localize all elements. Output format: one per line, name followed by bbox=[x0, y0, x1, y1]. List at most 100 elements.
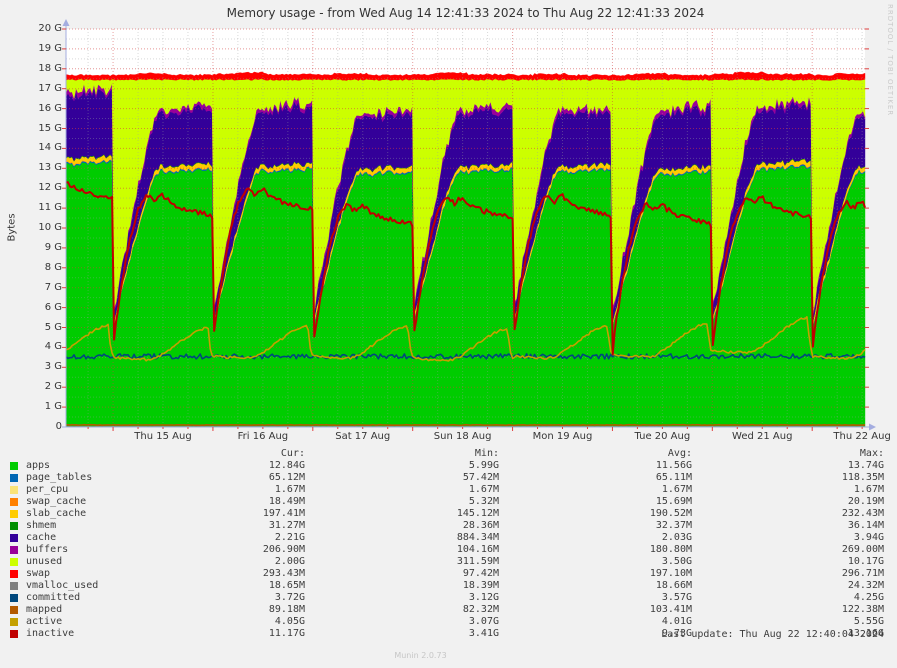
legend-max-mapped: 122.38M bbox=[841, 604, 884, 615]
legend-min-mapped: 82.32M bbox=[462, 604, 499, 615]
y-tick-label: 17 G bbox=[38, 82, 62, 94]
legend-max-unused: 10.17G bbox=[847, 556, 884, 567]
legend-cur-unused: 2.00G bbox=[274, 556, 305, 567]
legend-avg-swap: 197.10M bbox=[649, 568, 692, 579]
y-tick-label: 11 G bbox=[38, 202, 62, 214]
legend-min-swap: 97.42M bbox=[462, 568, 499, 579]
legend-avg-inactive: 9.73G bbox=[661, 628, 692, 639]
y-tick-label: 6 G bbox=[44, 301, 62, 313]
legend-cur-per_cpu: 1.67M bbox=[274, 484, 305, 495]
legend-avg-cache: 2.03G bbox=[661, 532, 692, 543]
legend-avg-swap_cache: 15.69M bbox=[655, 496, 692, 507]
y-tick-label: 3 G bbox=[44, 361, 62, 373]
legend-max-vmalloc_used: 24.32M bbox=[847, 580, 884, 591]
legend-min-buffers: 104.16M bbox=[456, 544, 499, 555]
y-tick-label: 10 G bbox=[38, 222, 62, 233]
y-tick-label: 14 G bbox=[38, 142, 62, 154]
legend-row-swap_cache: swap_cache 18.49M 5.32M 15.69M 20.19M bbox=[0, 496, 897, 508]
legend-swatch-inactive bbox=[10, 630, 18, 638]
legend-avg-slab_cache: 190.52M bbox=[649, 508, 692, 519]
legend-cur-committed: 3.72G bbox=[274, 592, 305, 603]
legend-rows: apps 12.84G 5.99G 11.56G 13.74G page_tables 65… bbox=[0, 460, 897, 640]
legend-min-inactive: 3.41G bbox=[468, 628, 499, 639]
legend-row-slab_cache: slab_cache 197.41M 145.12M 190.52M 232.43M bbox=[0, 508, 897, 520]
x-tick-label: Sat 17 Aug bbox=[335, 431, 391, 442]
legend-name-vmalloc_used: vmalloc_used bbox=[26, 580, 99, 591]
legend-row-mapped: mapped 89.18M 82.32M 103.41M 122.38M bbox=[0, 604, 897, 616]
legend-cur-mapped: 89.18M bbox=[268, 604, 305, 615]
y-tick-label: 7 G bbox=[44, 281, 62, 293]
area-swap bbox=[65, 71, 866, 81]
line-mapped bbox=[65, 423, 866, 427]
graph-title: Memory usage - from Wed Aug 14 12:41:33 … bbox=[226, 6, 705, 20]
legend-max-active: 5.55G bbox=[853, 616, 884, 627]
legend-min-page_tables: 57.42M bbox=[462, 472, 499, 483]
legend-max-inactive: 13.16G bbox=[847, 628, 884, 639]
legend-min-shmem: 28.36M bbox=[462, 520, 499, 531]
legend-header-max: Max: bbox=[859, 448, 884, 459]
line-active bbox=[65, 315, 866, 362]
legend-avg-committed: 3.57G bbox=[661, 592, 692, 603]
legend-swatch-slab_cache bbox=[10, 510, 18, 518]
y-tick-label: 9 G bbox=[44, 241, 62, 253]
legend-swatch-mapped bbox=[10, 606, 18, 614]
x-tick-label: Mon 19 Aug bbox=[532, 431, 593, 442]
legend-avg-mapped: 103.41M bbox=[649, 604, 692, 615]
rrdtool-watermark: RRDTOOL / TOBI OETIKER bbox=[886, 4, 894, 117]
plot-area bbox=[56, 19, 880, 435]
legend-avg-unused: 3.50G bbox=[661, 556, 692, 567]
memory-usage-chart bbox=[62, 19, 876, 431]
legend-header-row: Cur: Min: Avg: Max: bbox=[0, 448, 897, 460]
legend-name-apps: apps bbox=[26, 460, 51, 471]
legend-max-per_cpu: 1.67M bbox=[853, 484, 884, 495]
legend-row-inactive: inactive 11.17G 3.41G 9.73G 13.16G bbox=[0, 628, 897, 640]
legend-row-shmem: shmem 31.27M 28.36M 32.37M 36.14M bbox=[0, 520, 897, 532]
legend-name-unused: unused bbox=[26, 556, 63, 567]
legend-cur-active: 4.05G bbox=[274, 616, 305, 627]
legend-name-swap_cache: swap_cache bbox=[26, 496, 87, 507]
legend-swatch-shmem bbox=[10, 522, 18, 530]
legend-min-committed: 3.12G bbox=[468, 592, 499, 603]
legend-min-vmalloc_used: 18.39M bbox=[462, 580, 499, 591]
legend-swatch-swap bbox=[10, 570, 18, 578]
legend-min-active: 3.07G bbox=[468, 616, 499, 627]
legend-avg-active: 4.01G bbox=[661, 616, 692, 627]
legend-row-per_cpu: per_cpu 1.67M 1.67M 1.67M 1.67M bbox=[0, 484, 897, 496]
legend-min-cache: 884.34M bbox=[456, 532, 499, 543]
y-tick-label: 20 G bbox=[38, 23, 62, 34]
legend-name-shmem: shmem bbox=[26, 520, 57, 531]
x-tick-label: Wed 21 Aug bbox=[732, 431, 793, 442]
legend-swatch-apps bbox=[10, 462, 18, 470]
legend-row-vmalloc_used: vmalloc_used 18.65M 18.39M 18.66M 24.32M bbox=[0, 580, 897, 592]
legend-table: Cur: Min: Avg: Max: apps 12.84G 5.99G 11.56… bbox=[0, 448, 897, 640]
legend-cur-cache: 2.21G bbox=[274, 532, 305, 543]
y-tick-label: 1 G bbox=[44, 401, 62, 413]
legend-avg-apps: 11.56G bbox=[655, 460, 692, 471]
y-tick-label: 13 G bbox=[38, 162, 62, 174]
y-tick-label: 19 G bbox=[38, 42, 62, 54]
legend-max-apps: 13.74G bbox=[847, 460, 884, 471]
legend-max-swap: 296.71M bbox=[841, 568, 884, 579]
legend-name-slab_cache: slab_cache bbox=[26, 508, 87, 519]
legend-cur-swap_cache: 18.49M bbox=[268, 496, 305, 507]
legend-row-cache: cache 2.21G 884.34M 2.03G 3.94G bbox=[0, 532, 897, 544]
legend-swatch-active bbox=[10, 618, 18, 626]
x-tick-label: Tue 20 Aug bbox=[634, 431, 691, 442]
legend-cur-apps: 12.84G bbox=[268, 460, 305, 471]
line-inactive bbox=[65, 181, 866, 356]
legend-row-active: active 4.05G 3.07G 4.01G 5.55G bbox=[0, 616, 897, 628]
legend-min-swap_cache: 5.32M bbox=[468, 496, 499, 507]
y-tick-label: 15 G bbox=[38, 122, 62, 134]
y-tick-label: 2 G bbox=[44, 381, 62, 393]
y-tick-label: 8 G bbox=[44, 261, 62, 273]
legend-cur-vmalloc_used: 18.65M bbox=[268, 580, 305, 591]
legend-name-committed: committed bbox=[26, 592, 81, 603]
legend-row-swap: swap 293.43M 97.42M 197.10M 296.71M bbox=[0, 568, 897, 580]
y-tick-label: 12 G bbox=[38, 182, 62, 194]
legend-name-active: active bbox=[26, 616, 63, 627]
last-update-label: Last update: Thu Aug 22 12:40:04 2024 bbox=[661, 629, 884, 640]
legend-cur-inactive: 11.17G bbox=[268, 628, 305, 639]
x-tick-label: Thu 22 Aug bbox=[833, 431, 891, 442]
y-tick-label: 4 G bbox=[44, 341, 62, 353]
